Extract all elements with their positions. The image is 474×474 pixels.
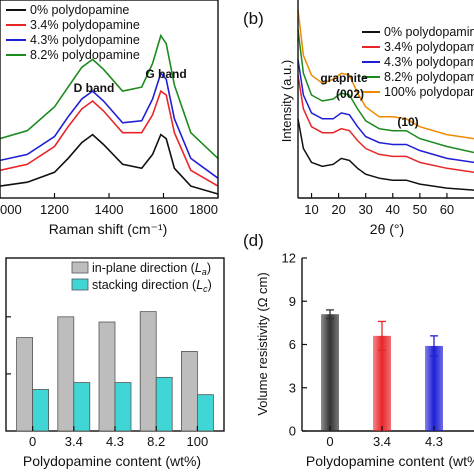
panel-c-xtick-label: 4.3 [106, 434, 124, 449]
panel-a-legend-label: 0% polydopamine [30, 3, 129, 17]
panel-d-xtick-label: 4.3 [425, 434, 443, 449]
panel-c-xtick-label: 8.2 [147, 434, 165, 449]
panel-c-legend-label: in-plane direction (La) [92, 261, 211, 277]
panel-c-legend: in-plane direction (La)stacking directio… [71, 261, 212, 294]
panel-c-legend-swatch [71, 261, 89, 274]
panel-d-ylabel: Volume resistivity (Ω cm) [255, 272, 270, 415]
panel-c-bar-in-plane [180, 351, 198, 432]
panel-d-ytick-label: 9 [289, 294, 296, 309]
panel-b-series-line-4 [297, 9, 474, 140]
panel-d-bar [321, 314, 339, 431]
panel-a-series-line-0 [0, 133, 219, 195]
panel-b-xlabel: 2θ (°) [370, 221, 404, 237]
panel-b-xtick-label: 50 [413, 202, 427, 217]
panel-d-xlabel: Polydopamine content (wt%) [306, 453, 474, 469]
panel-c-bar-stacking [114, 382, 132, 432]
panel-c-bar-in-plane [98, 321, 116, 432]
panel-b-xtick-label: 60 [440, 202, 454, 217]
g-band-annotation: G band [145, 67, 186, 81]
panel-a: 000 1200 1400 1600 1800 0% polydopamine3.4% … [0, 0, 219, 237]
d-band-annotation: D band [74, 81, 115, 95]
panel-a-series-line-3 [0, 33, 219, 159]
panel-a-legend-label: 3.4% polydopamine [30, 18, 140, 32]
panel-b-legend-label: 0% polydopamine [384, 25, 474, 39]
panel-d-bar [425, 345, 443, 431]
panel-a-xtick-label: 1600 [149, 202, 178, 217]
panel-c-xtick-label: 3.4 [65, 434, 83, 449]
panel-c-legend-swatch [71, 278, 89, 291]
panel-d-ytick-label: 0 [289, 424, 296, 439]
panel-a-series-line-1 [0, 89, 219, 187]
panel-d-label: (d) [243, 231, 264, 250]
panel-c-xlabel: Polydopamine content (wt%) [23, 453, 201, 469]
panel-d-xtick-label: 0 [326, 434, 333, 449]
panel-b-legend-label: 4.3% polydopamine [384, 55, 474, 69]
panel-d-ytick-label: 3 [289, 380, 296, 395]
panel-d-ytick-label: 6 [289, 337, 296, 352]
panel-b-legend-label: 100% polydopamine [384, 85, 474, 99]
panel-d-xtick-label: 3.4 [373, 434, 391, 449]
panel-a-xtick-label: 1200 [40, 202, 69, 217]
panel-c-bar-stacking [196, 394, 214, 432]
panel-b-series-line-0 [297, 118, 474, 191]
panel-b-xtick-label: 40 [386, 202, 400, 217]
panel-c-bar-in-plane [139, 311, 157, 432]
panel-b-xtick-label: 10 [304, 202, 318, 217]
panel-b-series-line-1 [297, 75, 474, 174]
panel-d-bar [373, 335, 391, 431]
graphite-annotation: graphite [320, 71, 368, 85]
panel-c: 0 3.4 4.3 8.2 100 in-plane direction (La)sta… [5, 257, 225, 469]
panel-a-xtick-label: 1400 [95, 202, 124, 217]
panel-c-legend-label: stacking direction (Lc) [92, 278, 212, 294]
panel-c-xtick-label: 0 [29, 434, 36, 449]
panel-c-bar-stacking [155, 376, 173, 432]
panel-a-legend-label: 4.3% polydopamine [30, 33, 140, 47]
panel-a-xtick-label: 1800 [189, 202, 218, 217]
panel-c-bar-in-plane [57, 316, 75, 432]
panel-c-bar-in-plane [16, 337, 34, 432]
panel-b-ylabel: Intensity (a.u.) [279, 60, 294, 142]
graphite-002-annotation: (002) [336, 87, 364, 101]
panel-b-series-line-3 [297, 29, 474, 154]
panel-a-legend-label: 8.2% polydopamine [30, 48, 140, 62]
panel-b-xtick-label: 20 [331, 202, 345, 217]
panel-b-legend-label: 8.2% polydopamine [384, 70, 474, 84]
peak-10-annotation: (10) [397, 115, 418, 129]
panel-d-ytick-label: 12 [282, 251, 296, 266]
panel-c-bar-stacking [32, 389, 50, 432]
panel-b-legend-label: 3.4% polydopamine [384, 40, 474, 54]
panel-a-xlabel: Raman shift (cm⁻¹) [49, 221, 168, 237]
panel-a-series-line-2 [0, 71, 219, 179]
panel-c-bar-stacking [73, 382, 91, 432]
panel-a-xtick-label: 000 [0, 202, 22, 217]
panel-b-series-line-2 [297, 59, 474, 164]
panel-c-xtick-label: 100 [187, 434, 209, 449]
panel-b-xtick-label: 30 [358, 202, 372, 217]
panel-b-label: (b) [243, 9, 264, 28]
